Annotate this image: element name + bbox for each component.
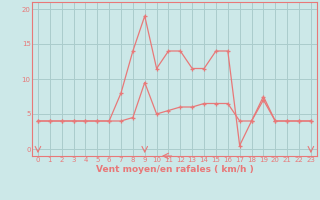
X-axis label: Vent moyen/en rafales ( km/h ): Vent moyen/en rafales ( km/h )	[96, 165, 253, 174]
